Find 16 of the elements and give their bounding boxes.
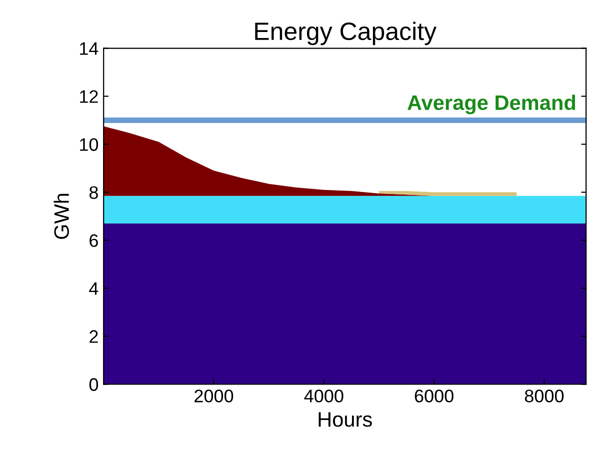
y-tick-label: 0 [89,378,98,391]
y-tick-label: 10 [80,138,98,151]
y-axis-title: GWh [54,194,69,239]
x-tick-label: 2000 [194,390,234,402]
y-tick-label: 8 [89,186,98,199]
y-tick-label: 14 [80,42,98,55]
ref-line-label: Average Demand [408,94,576,114]
x-tick-label: 6000 [414,390,454,402]
chart-title: Energy Capacity [255,22,437,46]
y-tick-label: 12 [80,90,98,103]
y-tick-label: 2 [90,330,98,343]
y-tick-label: 4 [89,282,98,295]
x-tick-label: 4000 [304,390,344,402]
x-axis-title: Hours [318,412,372,427]
y-tick-label: 6 [90,234,98,247]
x-tick-label: 8000 [524,390,564,402]
